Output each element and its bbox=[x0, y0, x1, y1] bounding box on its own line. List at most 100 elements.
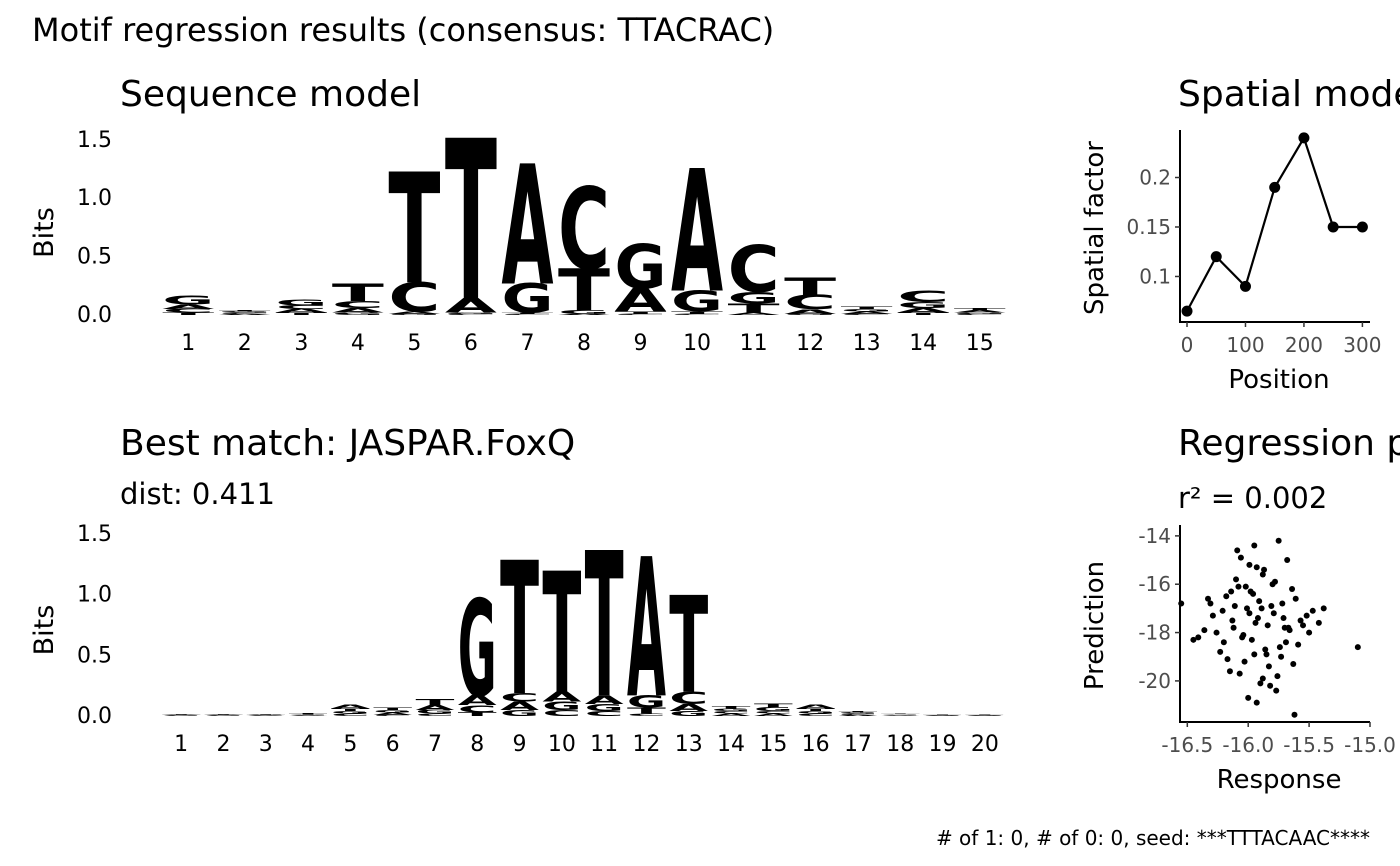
panel-title: Best match: JASPAR.FoxQ bbox=[120, 423, 575, 464]
logo-letter: C bbox=[246, 715, 285, 716]
point bbox=[1263, 651, 1270, 658]
x-tick-label: 9 bbox=[513, 732, 527, 757]
logo-letter: T bbox=[289, 713, 328, 715]
logo-letter: G bbox=[373, 709, 412, 713]
point bbox=[1209, 612, 1216, 619]
point bbox=[1289, 586, 1296, 593]
y-tick-label: 1.5 bbox=[77, 128, 112, 153]
logo-letter: A bbox=[204, 714, 243, 715]
logo-letter: C bbox=[615, 314, 667, 316]
logo-letter: C bbox=[162, 308, 214, 314]
point bbox=[1295, 641, 1302, 648]
logo-letter: T bbox=[627, 706, 666, 716]
point bbox=[1190, 636, 1197, 643]
logo-letter: A bbox=[954, 310, 1006, 314]
point bbox=[1243, 605, 1250, 612]
point bbox=[1280, 615, 1287, 622]
logo-letter: T bbox=[275, 312, 327, 316]
logo-letter: T bbox=[500, 523, 539, 736]
x-tick-label: 15 bbox=[759, 732, 787, 757]
y-tick-label: -14 bbox=[1138, 524, 1171, 548]
point bbox=[1220, 639, 1227, 646]
logo-letter: T bbox=[615, 311, 667, 315]
panel-subtitle: r² = 0.002 bbox=[1178, 481, 1327, 515]
x-tick-label: 14 bbox=[909, 331, 937, 356]
logo-letter: C bbox=[332, 299, 384, 310]
x-tick-label: 13 bbox=[853, 331, 881, 356]
x-tick-label: 6 bbox=[464, 331, 478, 356]
logo-letter: A bbox=[671, 135, 723, 331]
logo-letter: C bbox=[627, 713, 666, 717]
logo-letter: G bbox=[332, 312, 384, 316]
point bbox=[1239, 280, 1251, 292]
logo-letter: C bbox=[841, 314, 893, 316]
x-tick-label: 10 bbox=[683, 331, 711, 356]
point bbox=[1257, 680, 1264, 687]
logo-letter: C bbox=[445, 314, 497, 316]
logo-letter: T bbox=[501, 312, 553, 314]
logo-letter: A bbox=[754, 713, 793, 717]
point bbox=[1210, 251, 1222, 263]
logo-letter: T bbox=[669, 569, 708, 724]
x-tick-label: 14 bbox=[717, 732, 745, 757]
logo-letter: G bbox=[671, 285, 723, 318]
logo-letter: G bbox=[558, 309, 610, 315]
logo-letter: A bbox=[784, 308, 836, 315]
y-tick-label: 0.0 bbox=[77, 303, 112, 328]
logo-letter: T bbox=[712, 706, 751, 710]
point bbox=[1228, 588, 1235, 595]
point bbox=[1270, 610, 1277, 617]
logo-letter: C bbox=[796, 713, 835, 717]
logo-letter: G bbox=[712, 708, 751, 712]
point bbox=[1265, 663, 1272, 670]
point bbox=[1234, 547, 1241, 554]
point bbox=[1240, 631, 1247, 638]
logo-letter: G bbox=[728, 289, 780, 308]
point bbox=[1236, 670, 1243, 677]
logo-letter: A bbox=[415, 704, 454, 712]
point bbox=[1259, 571, 1266, 578]
point bbox=[1276, 644, 1283, 651]
logo-letter: C bbox=[923, 715, 962, 716]
x-tick-label: 18 bbox=[886, 732, 914, 757]
point bbox=[1251, 651, 1258, 658]
x-tick-label: -16.5 bbox=[1161, 733, 1213, 757]
logo-letter: C bbox=[501, 314, 553, 316]
logo-letter: G bbox=[458, 572, 497, 727]
y-tick-label: 1.0 bbox=[77, 186, 112, 211]
x-tick-label: 19 bbox=[929, 732, 957, 757]
logo-letter: G bbox=[796, 710, 835, 714]
x-tick-label: 17 bbox=[844, 732, 872, 757]
logo-letter: C bbox=[965, 715, 1004, 716]
logo-letter: C bbox=[331, 713, 370, 717]
logo-letter: T bbox=[246, 714, 285, 715]
point bbox=[1269, 181, 1281, 193]
logo-letter: G bbox=[162, 293, 214, 308]
x-axis-title: Response bbox=[1217, 765, 1342, 795]
logo-letter: C bbox=[671, 314, 723, 316]
logo-letter: G bbox=[542, 699, 581, 713]
x-tick-label: 3 bbox=[259, 732, 273, 757]
y-tick-label: -18 bbox=[1138, 621, 1171, 645]
point bbox=[1309, 607, 1316, 614]
logo-letter: A bbox=[615, 282, 668, 319]
logo-letter: C bbox=[219, 312, 271, 314]
point bbox=[1205, 595, 1212, 602]
y-tick-label: 1.5 bbox=[77, 522, 112, 547]
logo-letter: C bbox=[897, 287, 949, 306]
logo-letter: T bbox=[162, 713, 201, 714]
point bbox=[1223, 593, 1230, 600]
point bbox=[1213, 629, 1220, 636]
point bbox=[1248, 636, 1255, 643]
point bbox=[1320, 605, 1327, 612]
logo-letter: G bbox=[246, 714, 285, 715]
point bbox=[1356, 221, 1368, 233]
logo-letter: A bbox=[373, 712, 412, 716]
y-tick-label: 1.0 bbox=[77, 583, 112, 608]
logo-letter: A bbox=[388, 311, 440, 315]
logo-letter: C bbox=[838, 713, 877, 715]
x-tick-label: 1 bbox=[181, 331, 195, 356]
logo-letter: A bbox=[712, 713, 751, 717]
point bbox=[1230, 624, 1237, 631]
x-tick-label: 10 bbox=[548, 732, 576, 757]
